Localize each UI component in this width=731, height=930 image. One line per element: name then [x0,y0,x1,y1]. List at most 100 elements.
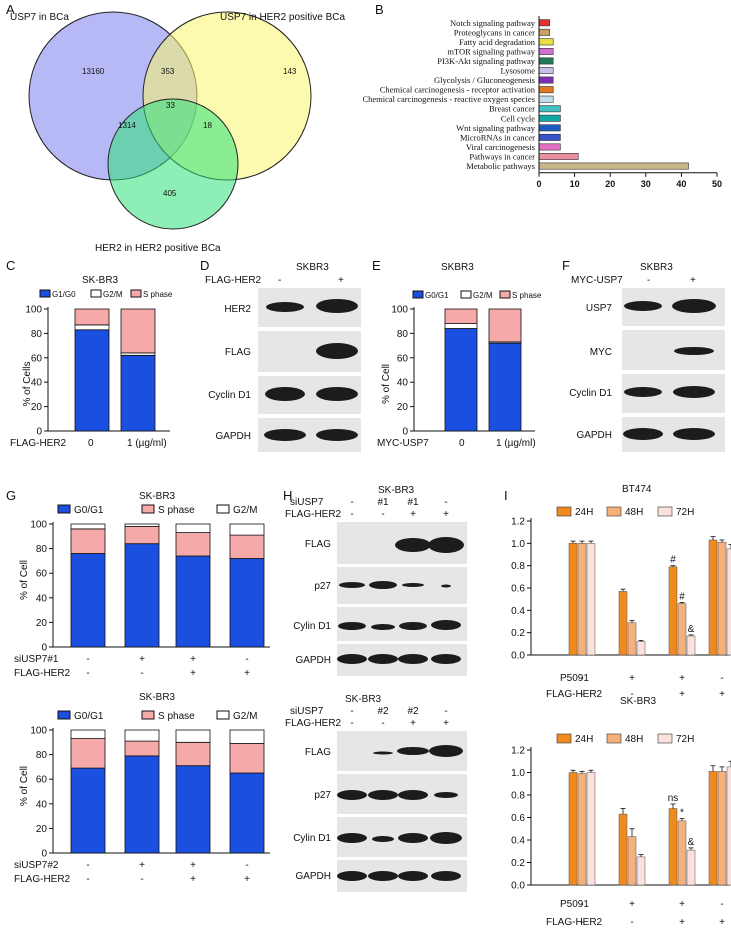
sign-label: #1 [377,497,389,508]
bar [568,543,578,656]
kegg-bar [538,38,554,46]
band [316,387,358,401]
sign-label: - [580,673,583,684]
legend-label-g2m: G2/M [233,505,257,516]
legend-label-sphase: S phase [512,291,542,300]
kegg-bar [538,162,689,170]
stacked-segment [175,523,211,534]
stacked-segment [229,743,265,774]
stacked-segment [124,740,160,757]
sign-label: - [350,509,353,520]
kegg-bar [538,143,561,151]
panel-c-xtick-1: 1 (µg/ml) [127,438,167,449]
sign-label: + [244,874,250,885]
legend-label-g1g0: G1/G0 [52,290,76,299]
panel-h-bottom-row-p27: p27 [314,790,331,801]
y-tick-label: 0 [402,427,408,438]
legend-label: 24H [575,507,593,518]
y-tick-label: 40 [36,799,48,810]
stacked-segment [229,523,265,536]
panel-i-bottom-p5091-label: P5091 [560,899,589,910]
legend-swatch [606,506,622,517]
band [402,583,424,587]
sign-label: + [443,509,449,520]
legend-swatch [556,733,572,744]
y-tick-label: 20 [36,824,48,835]
band [431,871,461,881]
kegg-category-label: Breast cancer [489,104,535,114]
y-tick-label: 40 [397,378,409,389]
sign-label: #2 [377,706,389,717]
band [428,537,464,553]
sign-label: + [629,673,635,684]
venn-count-abc: 33 [166,101,175,110]
band [316,343,358,359]
kegg-category-label: Notch signaling pathway [450,18,536,28]
band [338,622,366,630]
band [368,654,398,664]
y-tick-label: 0.8 [511,791,525,802]
sign-label: - [350,497,353,508]
sign-label: - [444,497,447,508]
band [372,836,394,842]
bar [577,543,587,656]
kegg-category-label: Glycolysis / Gluconeogenesis [434,75,535,85]
kegg-bar [538,86,554,94]
y-tick-label: 1.0 [511,539,525,550]
legend-label-g2m: G2/M [233,711,257,722]
kegg-bar [538,57,554,65]
panel-d-title: SKBR3 [296,262,329,273]
band [373,751,393,755]
panel-d-row-gapdh: GAPDH [215,431,251,442]
panel-f-lane-2: + [690,275,696,286]
y-tick-label: 60 [36,775,48,786]
y-tick-label: 0.0 [511,651,525,662]
venn-count-a: 13160 [82,67,105,76]
legend-label: 48H [625,507,643,518]
y-tick-label: 0.0 [511,881,525,892]
legend-label-sphase: S phase [158,505,195,516]
venn-count-ac: 1314 [118,121,136,130]
kegg-category-label: Lysosome [501,66,536,76]
venn-label-her2: HER2 in HER2 positive BCa [95,243,221,254]
panel-g-top-her2-label: FLAG-HER2 [14,668,71,679]
bar [708,771,718,886]
y-tick-label: 0.2 [511,858,525,869]
band [337,871,367,881]
stacked-segment [444,328,478,432]
y-tick-label: 0 [41,643,47,654]
stacked-segment [229,534,265,559]
band [368,871,398,881]
bar [677,603,687,656]
sign-label: - [720,673,723,684]
panel-h-bottom-her2-label: FLAG-HER2 [285,718,342,729]
stacked-segment [175,765,211,854]
legend-swatch-g2m [460,290,472,299]
stacked-segment [120,354,156,432]
panel-f-row-usp7: USP7 [586,303,613,314]
y-tick-label: 100 [30,520,47,531]
bar [627,622,637,656]
bar [618,813,628,886]
sign-label: - [350,718,353,729]
y-tick-label: 60 [31,353,43,364]
panel-g-top-title: SK-BR3 [139,491,176,502]
panel-d-header: FLAG-HER2 [205,275,262,286]
stacked-segment [74,324,110,331]
sign-label: + [410,718,416,729]
band [368,790,398,800]
kegg-bar [538,28,550,36]
sign-label: - [580,917,583,928]
significance-mark: & [688,837,695,848]
band [397,747,429,755]
panel-g-top-signs: - + + - - - + + [86,654,250,679]
kegg-category-label: MicroRNAs in cancer [460,132,535,142]
stacked-segment [70,767,106,854]
panel-g-top: SK-BR3 G0/G1 S phase G2/M 0 20 40 60 80 100 %… [14,491,270,679]
stacked-segment [229,558,265,648]
band [624,301,662,311]
stacked-segment [175,555,211,648]
legend-swatch-sphase [141,504,155,514]
panel-i-bottom-legend: 24H 48H 72H [556,733,694,745]
legend-swatch-g0g1 [412,290,424,299]
